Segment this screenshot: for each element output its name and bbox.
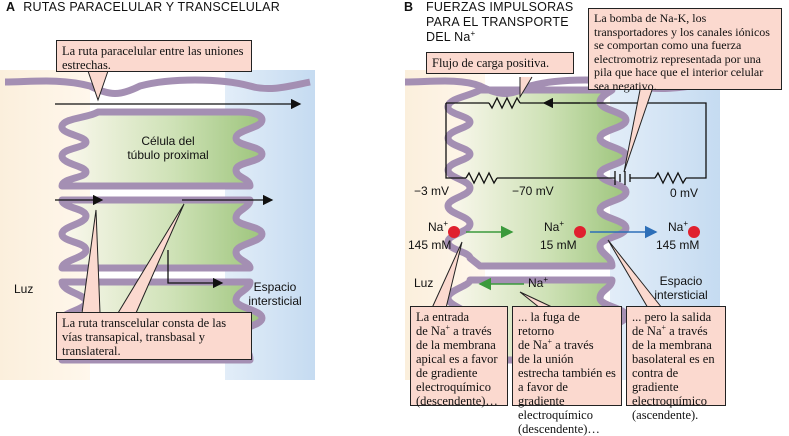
panel-a-header: A RUTAS PARACELULAR Y TRANSCELULAR — [6, 0, 280, 14]
cell-label-a: Célula del túbulo proximal — [108, 134, 228, 162]
leader-backleak — [519, 291, 555, 309]
lumen-label-b: Luz — [414, 276, 434, 290]
panel-b-title-line1: FUERZAS IMPULSORAS — [426, 0, 574, 14]
callout-flow-text: Flujo de carga positiva. — [432, 56, 550, 70]
cell-label-line2: túbulo proximal — [127, 148, 209, 162]
interstitial-label-b: Espacio intersticial — [636, 274, 726, 302]
callout-exit: ... pero la salida de Na+ a través de la… — [626, 306, 726, 422]
na-label-mid: Na+ — [544, 219, 565, 235]
cell-label-line1: Célula del — [141, 134, 195, 148]
leader-flow — [519, 76, 533, 99]
na-ion-icon — [688, 226, 700, 238]
membrane-top-a — [4, 76, 311, 97]
na-label-right: Na+ — [668, 219, 689, 235]
voltage-mid: −70 mV — [512, 184, 554, 198]
na-ion-icon — [448, 226, 460, 238]
panel-a-title: RUTAS PARACELULAR Y TRANSCELULAR — [23, 0, 280, 14]
leader-transcellular — [81, 209, 101, 314]
conc-mid: 15 mM — [540, 238, 577, 252]
leader-exit — [607, 239, 663, 309]
callout-pump: La bomba de Na-K, los transportadores y … — [588, 8, 782, 93]
leader-pump — [623, 89, 653, 173]
resistor-icon — [654, 171, 687, 185]
interstitial-line2-b: intersticial — [654, 288, 708, 302]
callout-entry: La entrada de Na+ a través de la membran… — [410, 306, 508, 408]
callout-backleak: ... la fuga de retorno de Na+ a través d… — [512, 306, 622, 436]
leader-entry — [431, 241, 463, 309]
callout-paracellular-text: La ruta paracelular entre las uniones es… — [62, 44, 244, 72]
leader-paracellular — [87, 70, 109, 102]
callout-transcellular: La ruta transcelular consta de las vías … — [56, 312, 252, 360]
panel-b-header: B FUERZAS IMPULSORAS PARA EL TRANSPORTE … — [404, 0, 573, 45]
interstitial-line1-a: Espacio — [253, 280, 297, 294]
na-label-backleak: Na+ — [528, 275, 549, 291]
electric-circuit — [445, 96, 707, 185]
callout-flow: Flujo de carga positiva. — [426, 52, 574, 74]
cell-middle-a — [58, 196, 266, 272]
na-ion-icon — [574, 226, 586, 238]
panel-a-letter: A — [6, 0, 16, 14]
conc-right: 145 mM — [656, 238, 700, 252]
cell-upper-a — [58, 108, 266, 190]
na-label-left: Na+ — [428, 219, 449, 235]
voltage-left: −3 mV — [414, 184, 450, 198]
conc-left: 145 mM — [408, 238, 452, 252]
interstitial-line2-a: intersticial — [248, 294, 302, 308]
panel-b-title-line3: DEL Na+ — [426, 28, 476, 44]
callout-pump-text: La bomba de Na-K, los transportadores y … — [594, 11, 770, 93]
interstitial-line1-b: Espacio — [659, 274, 703, 288]
leader-transcellular-2 — [117, 203, 185, 314]
translateral-arrow — [167, 250, 224, 289]
resistor-icon — [465, 171, 498, 185]
callout-transcellular-text: La ruta transcelular consta de las vías … — [62, 316, 227, 358]
battery-icon — [614, 171, 631, 185]
voltage-right: 0 mV — [670, 186, 699, 200]
panel-b-letter: B — [404, 0, 414, 14]
interstitial-label-a: Espacio intersticial — [230, 280, 320, 308]
lumen-label-a: Luz — [14, 282, 34, 296]
panel-b-title-line2: PARA EL TRANSPORTE — [426, 15, 569, 29]
callout-paracellular: La ruta paracelular entre las uniones es… — [56, 40, 252, 72]
resistor-icon — [488, 96, 521, 110]
